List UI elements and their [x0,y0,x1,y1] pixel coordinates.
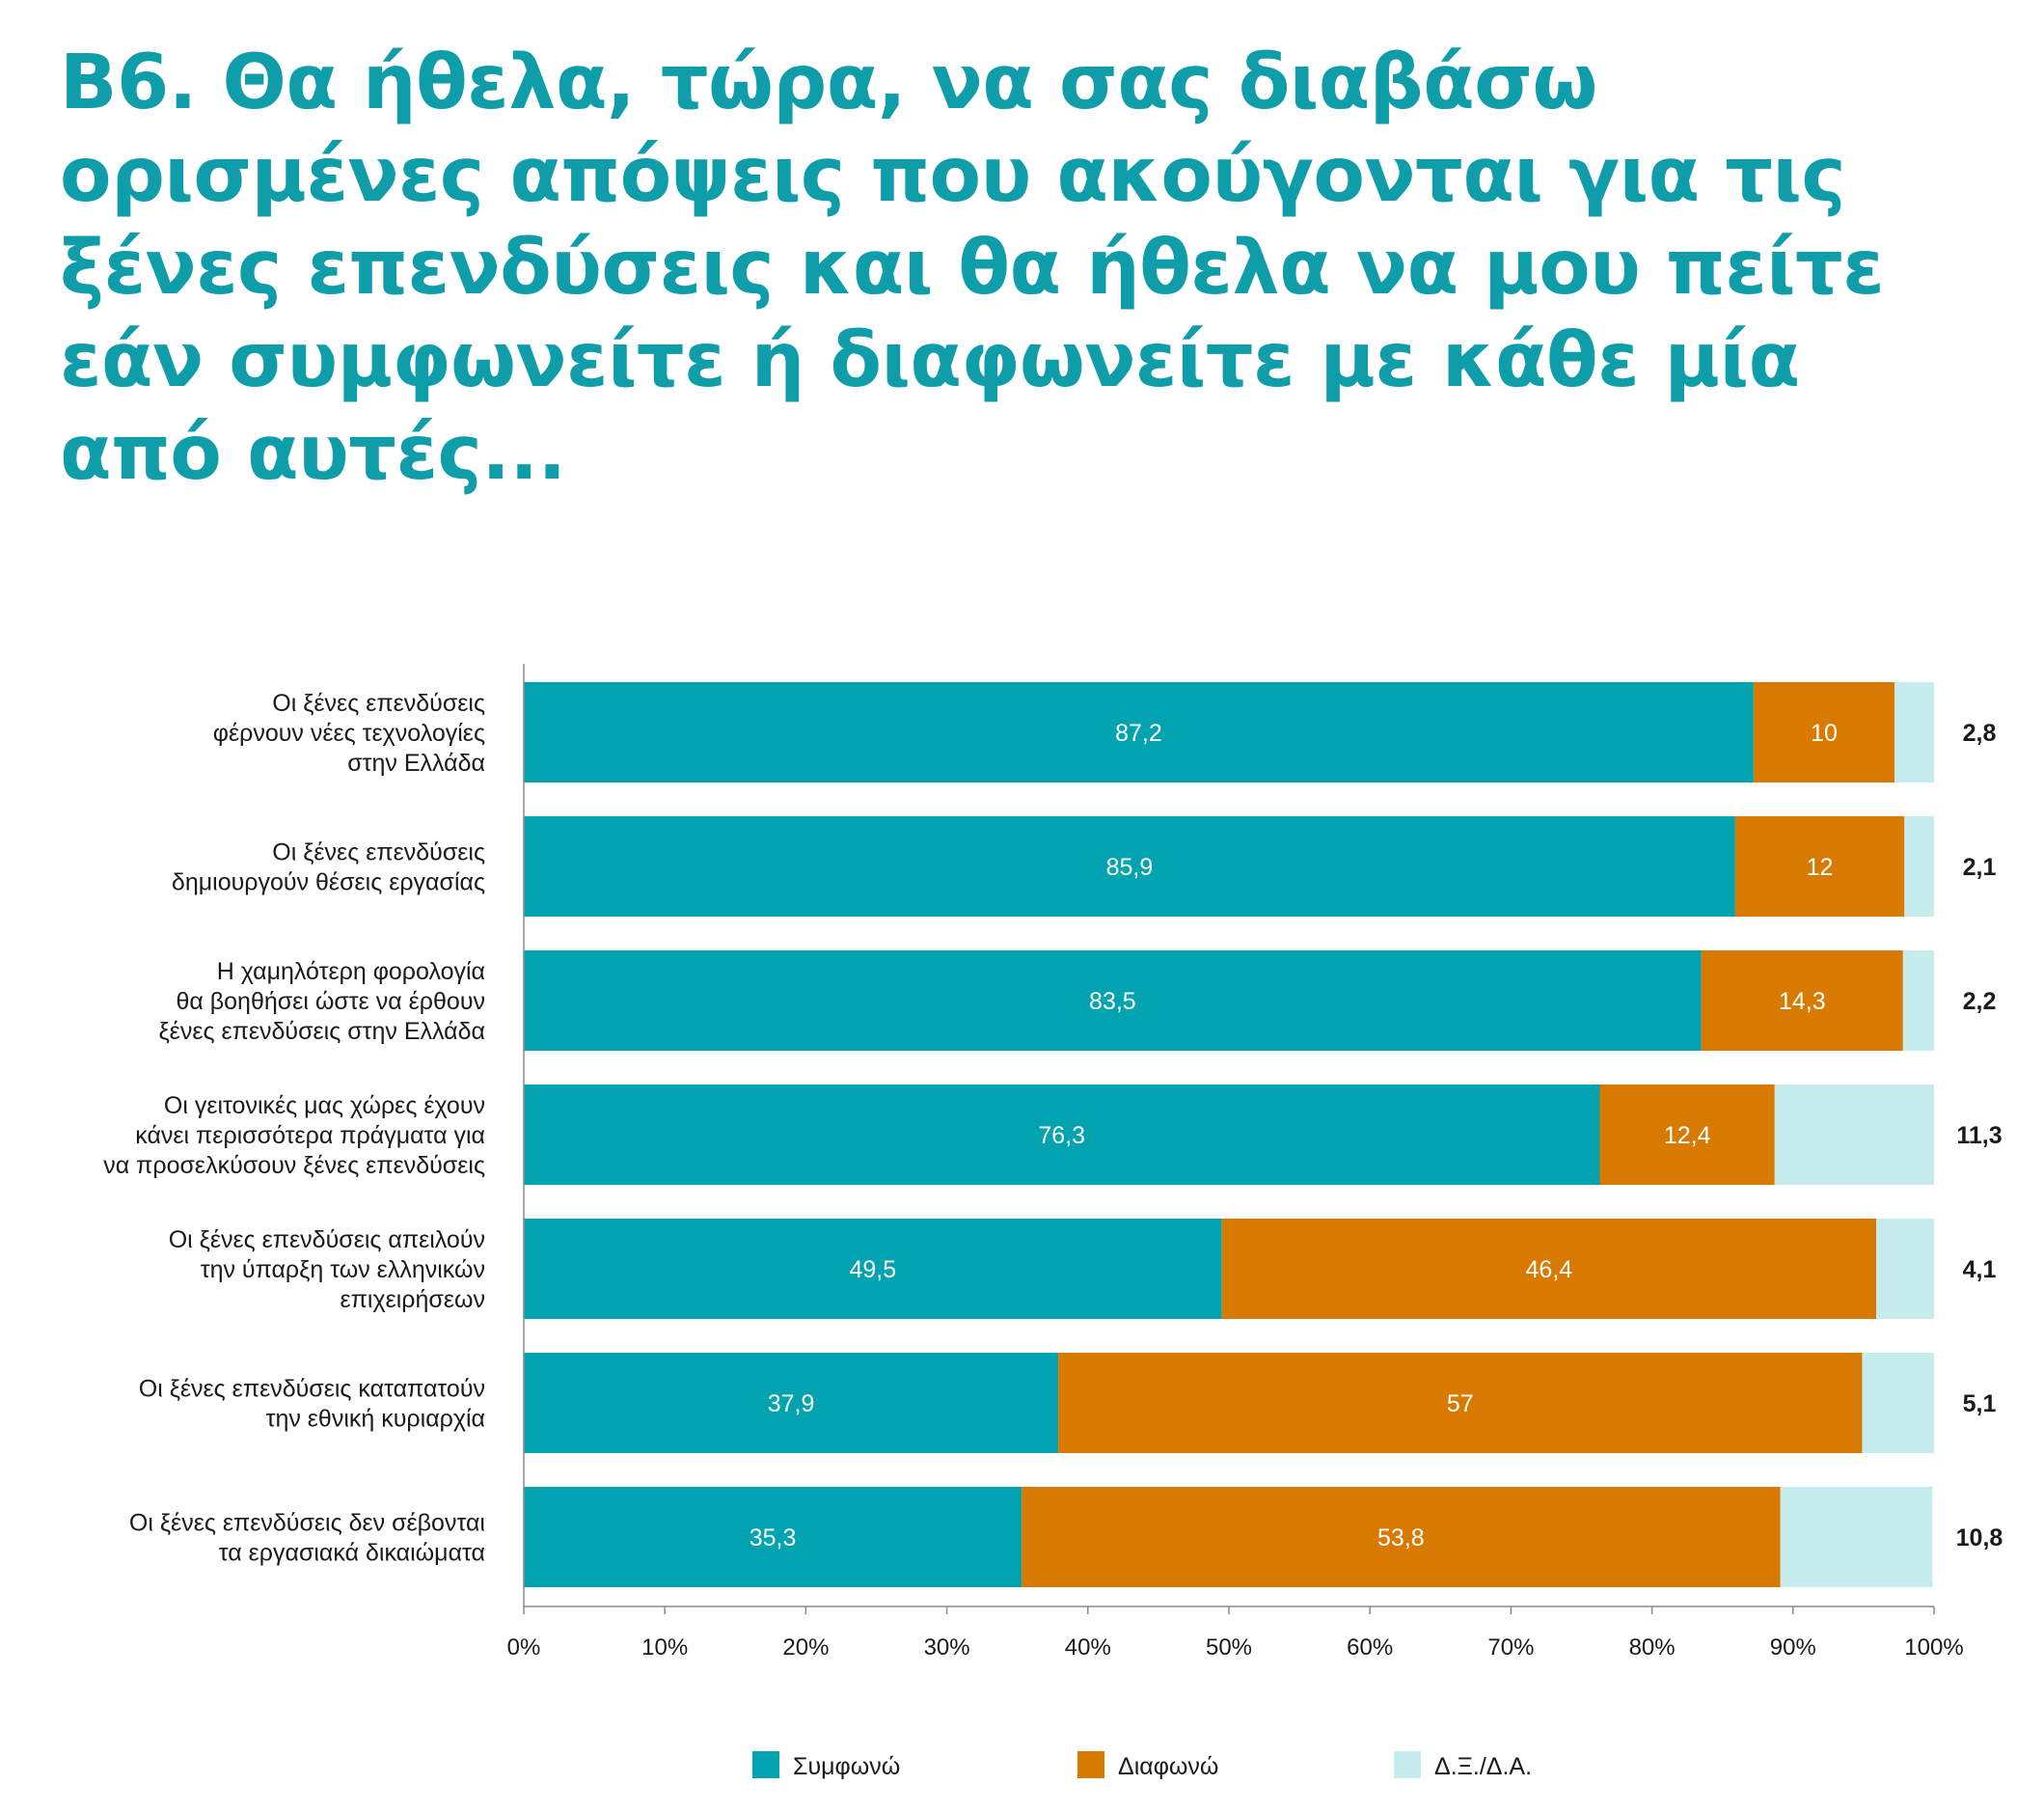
bar-segment-disagree [1058,1353,1863,1453]
data-label-dk: 10,8 [1956,1524,2003,1551]
bar-segment-dk [1780,1487,1933,1587]
data-label-agree: 37,9 [768,1390,815,1417]
data-label-dk: 2,1 [1963,854,1997,881]
bar-segment-dk [1862,1353,1934,1453]
category-label: στην Ελλάδα [347,750,485,777]
data-label-disagree: 14,3 [1779,988,1826,1015]
x-axis: 0% 10% 20% 30% 40% 50% 60% 70% 80% 90% 100% [507,664,1964,1661]
legend-swatch-dk [1394,1751,1421,1778]
x-tick-label: 40% [1065,1634,1111,1661]
bar-segment-disagree [1599,1084,1775,1185]
bar-segment-dk [1774,1084,1934,1185]
data-label-agree: 35,3 [749,1524,797,1551]
bar-segment-agree [524,1487,1022,1587]
bar-segment-disagree [1022,1487,1781,1587]
data-label-agree: 49,5 [850,1256,897,1283]
bar-segment-agree [524,682,1754,782]
data-label-agree: 85,9 [1106,854,1154,881]
data-label-disagree: 53,8 [1377,1524,1425,1551]
x-tick-label: 10% [641,1634,688,1661]
category-label: Η χαμηλότερη φορολογία [217,958,485,985]
x-tick-label: 0% [507,1634,541,1661]
x-tick-label: 60% [1347,1634,1393,1661]
x-tick-label: 80% [1629,1634,1676,1661]
x-tick-label: 20% [782,1634,829,1661]
title-line: ορισμένες απόψεις που ακούγονται για τις [60,132,1846,219]
category-label: να προσελκύσουν ξένες επενδύσεις [103,1152,485,1179]
bar-segment-dk [1894,682,1934,782]
category-label: ξένες επενδύσεις στην Ελλάδα [158,1018,485,1045]
category-label: Οι ξένες επενδύσεις καταπατούν [139,1376,485,1403]
data-label-disagree: 10 [1811,720,1838,747]
bar-segment-disagree [1221,1219,1877,1319]
legend-label-disagree: Διαφωνώ [1118,1753,1218,1780]
title-line: Β6. Θα ήθελα, τώρα, να σας διαβάσω [60,40,1597,126]
legend-swatch-disagree [1077,1751,1104,1778]
chart-title: Β6. Θα ήθελα, τώρα, να σας διαβάσω ορισμ… [60,37,1885,500]
bar-segment-dk [1876,1219,1934,1319]
title-line: ξένες επενδύσεις και θα ήθελα να μου πεί… [60,225,1885,312]
data-label-agree: 83,5 [1089,988,1136,1015]
category-label: Οι ξένες επενδύσεις απειλούν [169,1226,485,1253]
x-tick-label: 30% [924,1634,970,1661]
legend-label-agree: Συμφωνώ [793,1753,900,1780]
x-tick-label: 50% [1206,1634,1252,1661]
category-label: επιχειρήσεων [341,1286,486,1313]
data-label-disagree: 57 [1447,1390,1474,1417]
category-label: τα εργασιακά δικαιώματα [219,1540,485,1567]
title-line: εάν συμφωνείτε ή διαφωνείτε με κάθε μία [60,317,1800,404]
category-label: κάνει περισσότερα πράγματα για [135,1122,485,1149]
category-label: την εθνική κυριαρχία [266,1406,485,1433]
data-label-dk: 11,3 [1956,1122,2002,1149]
category-label: φέρνουν νέες τεχνολογίες [213,720,485,747]
category-label: Οι γειτονικές μας χώρες έχουν [164,1092,485,1119]
bars-group: Οι ξένες επενδύσεις φέρνουν νέες τεχνολογ… [103,682,2003,1587]
data-label-disagree: 46,4 [1526,1256,1573,1283]
bar-segment-agree [524,1219,1222,1319]
data-label-disagree: 12,4 [1664,1122,1711,1149]
legend: Συμφωνώ Διαφωνώ Δ.Ξ./Δ.Α. [752,1751,1532,1780]
bar-segment-disagree [1734,816,1905,917]
bar-segment-dk [1902,950,1934,1051]
bar-segment-agree [524,1084,1600,1185]
x-tick-label: 70% [1487,1634,1534,1661]
title-line: από αυτές... [60,410,566,497]
bar-segment-disagree [1701,950,1903,1051]
bar-segment-agree [524,1353,1059,1453]
category-label: Οι ξένες επενδύσεις [272,839,485,866]
category-label: Οι ξένες επενδύσεις δεν σέβονται [129,1510,485,1537]
category-label: την ύπαρξη των ελληνικών [201,1256,485,1283]
category-label: δημιουργούν θέσεις εργασίας [172,869,485,896]
legend-swatch-agree [752,1751,779,1778]
data-label-agree: 87,2 [1115,720,1162,747]
bar-segment-agree [524,950,1702,1051]
x-tick-label: 100% [1904,1634,1963,1661]
category-label: Οι ξένες επενδύσεις [272,690,485,717]
data-label-dk: 5,1 [1963,1390,1997,1417]
bar-segment-disagree [1753,682,1895,782]
data-label-dk: 2,8 [1963,720,1997,747]
bar-segment-agree [524,816,1735,917]
data-label-agree: 76,3 [1038,1122,1085,1149]
bar-segment-dk [1904,816,1934,917]
data-label-dk: 2,2 [1963,988,1997,1015]
category-label: θα βοηθήσει ώστε να έρθουν [176,988,485,1015]
x-tick-label: 90% [1770,1634,1816,1661]
legend-label-dk: Δ.Ξ./Δ.Α. [1434,1753,1532,1780]
data-label-disagree: 12 [1807,854,1834,881]
data-label-dk: 4,1 [1963,1256,1997,1283]
